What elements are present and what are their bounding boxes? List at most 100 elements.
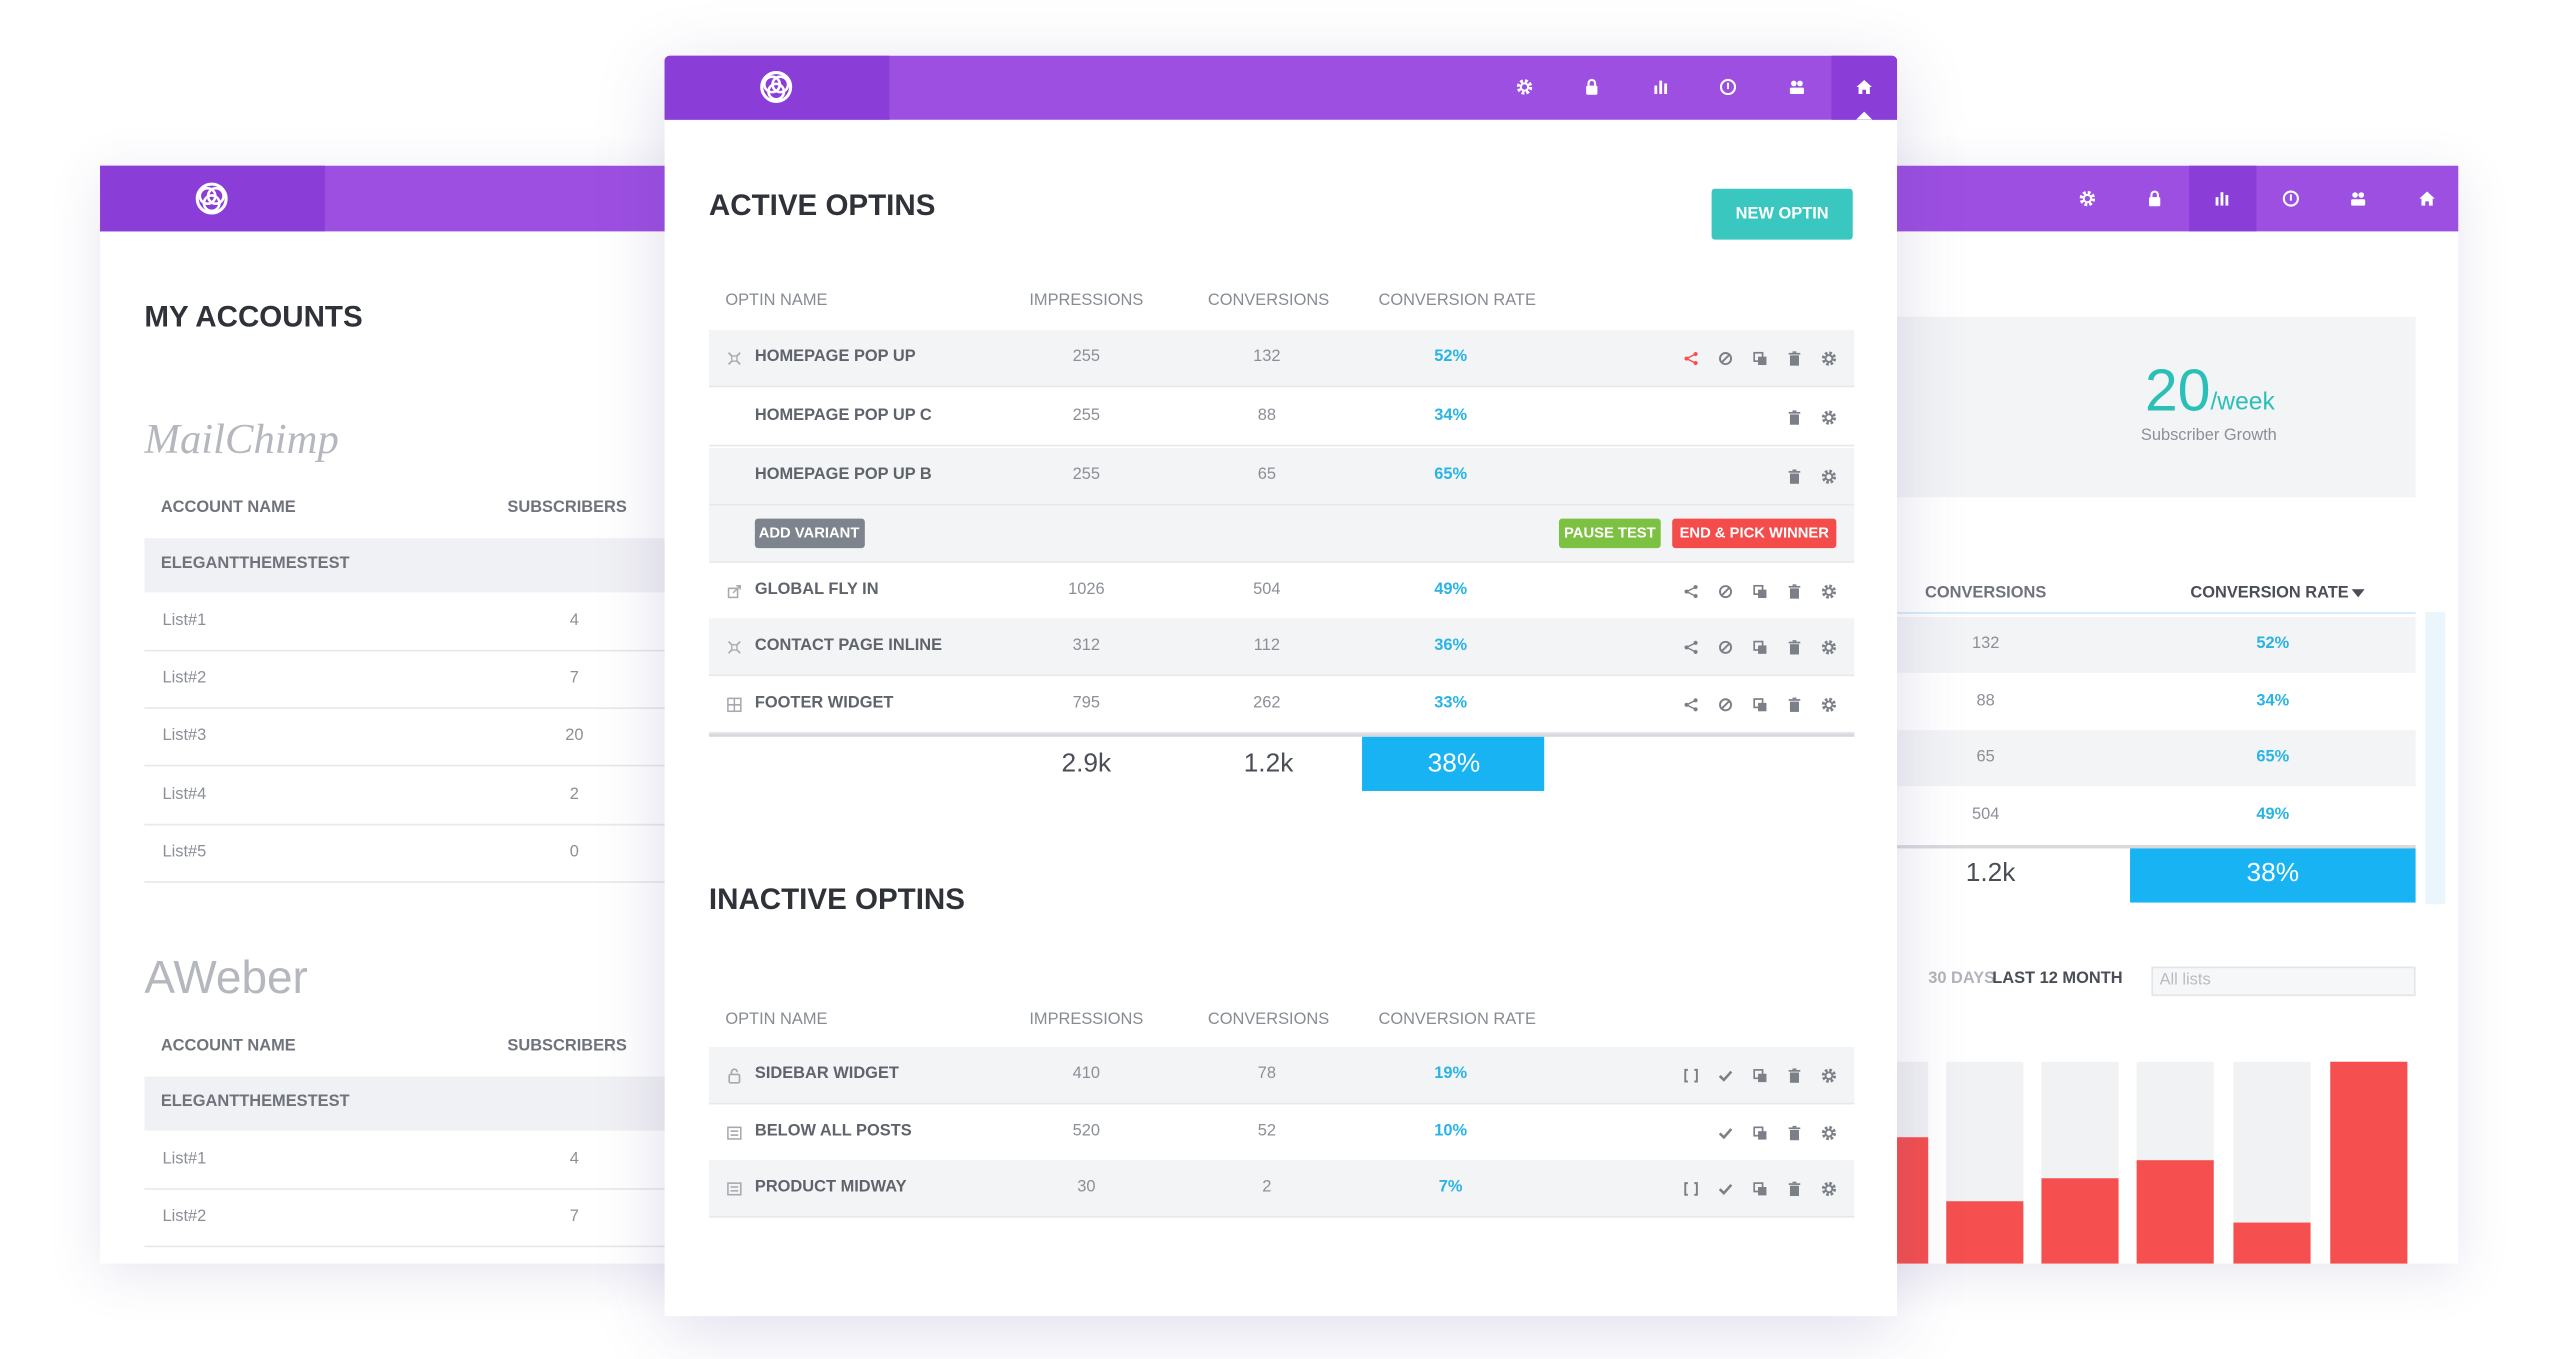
home-icon[interactable]: [1854, 77, 1874, 97]
column-header: CONVERSION RATE: [2190, 584, 2349, 603]
gear-icon[interactable]: [1819, 349, 1837, 367]
trash-icon[interactable]: [1785, 408, 1803, 426]
scrollbar: [2425, 612, 2446, 905]
list-select[interactable]: [2151, 966, 2416, 997]
table-row: [708, 1160, 1855, 1217]
copy-icon[interactable]: [1750, 582, 1768, 600]
copy-icon[interactable]: [1750, 1066, 1768, 1084]
conversions: 262: [1253, 694, 1281, 713]
gear-icon[interactable]: [1819, 1066, 1837, 1084]
column-header: SUBSCRIBERS: [507, 498, 627, 517]
trash-icon[interactable]: [1785, 1123, 1803, 1141]
brackets-icon[interactable]: [1681, 1179, 1699, 1197]
gear-icon[interactable]: [1819, 467, 1837, 485]
copy-icon[interactable]: [1750, 695, 1768, 713]
list-name: List#2: [162, 669, 207, 688]
users-icon[interactable]: [1787, 77, 1807, 97]
row-divider: [708, 561, 1855, 563]
impressions: 30: [1077, 1178, 1096, 1197]
impressions: 312: [1072, 636, 1101, 655]
stat-value: 20: [2144, 356, 2211, 424]
gear-icon[interactable]: [2078, 189, 2098, 209]
bar: [1946, 1201, 2024, 1264]
trash-icon[interactable]: [1785, 467, 1803, 485]
conversions: 2: [1262, 1178, 1272, 1197]
check-icon[interactable]: [1716, 1179, 1734, 1197]
button-label[interactable]: ADD VARIANT: [758, 524, 860, 541]
share-icon[interactable]: [1681, 582, 1699, 600]
block-icon[interactable]: [1716, 582, 1734, 600]
trash-icon[interactable]: [1785, 1066, 1803, 1084]
lock-icon[interactable]: [1582, 77, 1602, 97]
conversions: 132: [1971, 635, 2000, 654]
trash-icon[interactable]: [1785, 695, 1803, 713]
header-divider: [1805, 612, 2416, 614]
add-variant-button[interactable]: [754, 518, 865, 549]
check-icon[interactable]: [1716, 1123, 1734, 1141]
button-label[interactable]: END & PICK WINNER: [1679, 524, 1829, 541]
list-name: List#2: [162, 1208, 207, 1227]
copy-icon[interactable]: [1750, 1123, 1768, 1141]
trash-icon[interactable]: [1785, 582, 1803, 600]
copy-icon[interactable]: [1750, 349, 1768, 367]
total-conversions: 1.2k: [1965, 859, 2016, 888]
trash-icon[interactable]: [1785, 638, 1803, 656]
users-icon[interactable]: [2348, 189, 2368, 209]
conversion-rate: 36%: [1434, 636, 1468, 655]
list-name: List#3: [162, 727, 207, 746]
row-divider: [144, 880, 686, 883]
conversions: 65: [1257, 466, 1277, 485]
copy-icon[interactable]: [1750, 638, 1768, 656]
lock-icon[interactable]: [2145, 189, 2165, 209]
brackets-icon[interactable]: [1681, 1066, 1699, 1084]
lines-icon: [726, 1181, 741, 1195]
stat-unit: /week: [2210, 388, 2275, 417]
home-icon[interactable]: [2417, 189, 2437, 209]
gear-icon[interactable]: [1819, 582, 1837, 600]
column-header: ACCOUNT NAME: [160, 1037, 296, 1056]
list-name: List#4: [162, 785, 207, 804]
gear-icon[interactable]: [1819, 408, 1837, 426]
conversion-rate: 7%: [1438, 1178, 1463, 1197]
conversion-rate: 10%: [1434, 1122, 1468, 1141]
block-icon[interactable]: [1716, 349, 1734, 367]
conversion-rate: 33%: [1434, 694, 1468, 713]
column-header: IMPRESSIONS: [1029, 1010, 1144, 1029]
info-icon[interactable]: [2281, 189, 2301, 209]
button-label[interactable]: PAUSE TEST: [1564, 524, 1656, 541]
gear-icon[interactable]: [1819, 1123, 1837, 1141]
chart-icon[interactable]: [2212, 189, 2232, 209]
check-icon[interactable]: [1716, 1066, 1734, 1084]
pause-test-button[interactable]: [1558, 518, 1661, 549]
total-rate: 38%: [1427, 749, 1481, 778]
new-optin-button[interactable]: [1711, 188, 1853, 240]
row-divider: [708, 503, 1855, 506]
button-label[interactable]: NEW OPTIN: [1735, 205, 1829, 224]
chart-icon[interactable]: [1651, 77, 1671, 97]
share-icon[interactable]: [1681, 695, 1699, 713]
trash-icon[interactable]: [1785, 349, 1803, 367]
filter-active[interactable]: LAST 12 MONTH: [1992, 969, 2123, 988]
gear-icon[interactable]: [1515, 77, 1535, 97]
block-icon[interactable]: [1716, 695, 1734, 713]
share-icon[interactable]: [1681, 349, 1699, 367]
row-divider: [708, 385, 1855, 388]
impressions: 255: [1072, 466, 1101, 485]
info-icon[interactable]: [1718, 77, 1738, 97]
gear-icon[interactable]: [1819, 1179, 1837, 1197]
copy-icon[interactable]: [1750, 1179, 1768, 1197]
popup-icon: [727, 351, 740, 365]
impressions: 795: [1072, 694, 1101, 713]
trash-icon[interactable]: [1785, 1179, 1803, 1197]
conversions: 78: [1257, 1065, 1277, 1084]
gear-icon[interactable]: [1819, 638, 1837, 656]
bar: [2330, 1061, 2408, 1264]
end-test-button[interactable]: [1672, 518, 1837, 549]
optin-name: HOMEPAGE POP UP: [754, 347, 916, 366]
share-icon[interactable]: [1681, 638, 1699, 656]
impressions: 520: [1072, 1122, 1101, 1141]
sort-arrow[interactable]: [2351, 589, 2365, 599]
filter[interactable]: 30 DAYS: [1928, 969, 1996, 988]
gear-icon[interactable]: [1819, 695, 1837, 713]
block-icon[interactable]: [1716, 638, 1734, 656]
